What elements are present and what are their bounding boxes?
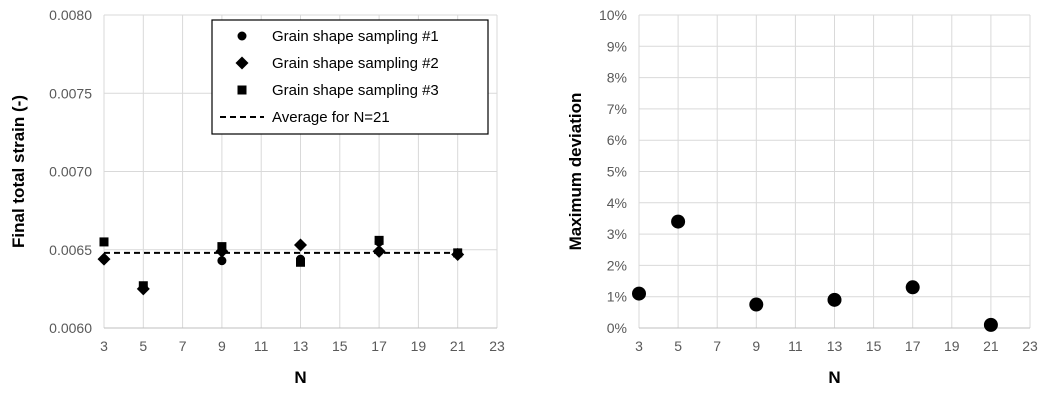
legend-box — [211, 19, 489, 135]
legend-entry: Grain shape sampling #2 — [272, 55, 439, 72]
x-tick-label: 19 — [411, 338, 427, 354]
x-tick-label: 15 — [332, 338, 348, 354]
y-tick-label: 0% — [607, 320, 627, 336]
y-tick-label: 1% — [607, 289, 627, 305]
y-tick-label: 7% — [607, 101, 627, 117]
legend: Grain shape sampling #1 Grain shape sampl… — [211, 19, 489, 135]
x-tick-label: 7 — [179, 338, 187, 354]
x-tick-label: 9 — [752, 338, 760, 354]
x-tick-label: 13 — [827, 338, 843, 354]
y-axis-label: Maximum deviation — [566, 93, 585, 251]
y-tick-label: 10% — [599, 7, 627, 23]
y-tick-label: 6% — [607, 132, 627, 148]
data-point — [632, 286, 646, 301]
x-tick-label: 5 — [674, 338, 682, 354]
x-tick-label: 15 — [866, 338, 882, 354]
data-point — [983, 317, 998, 332]
data-point — [99, 237, 109, 247]
data-point — [138, 281, 148, 291]
data-point — [827, 292, 842, 307]
strain-chart: 3 5 7 9 11 13 15 17 19 21 23 0.0060 0.0065 0.0070 0.00… — [9, 7, 505, 387]
x-tick-label: 3 — [635, 338, 643, 354]
data-point — [749, 297, 764, 312]
x-tick-label: 9 — [218, 338, 226, 354]
x-tick-label: 21 — [450, 338, 466, 354]
x-tick-label: 11 — [788, 338, 803, 354]
y-tick-label: 0.0080 — [49, 7, 92, 23]
y-tick-label: 9% — [607, 38, 627, 54]
x-tick-label: 21 — [983, 338, 999, 354]
y-axis-label: Final total strain (-) — [9, 95, 28, 248]
x-tick-label: 11 — [254, 338, 269, 354]
y-tick-label: 0.0075 — [49, 85, 92, 101]
y-tick-label: 0.0070 — [49, 164, 92, 180]
data-point — [294, 238, 307, 252]
x-tick-label: 17 — [371, 338, 387, 354]
x-tick-label: 7 — [713, 338, 721, 354]
legend-marker — [235, 56, 249, 70]
data-point — [374, 235, 384, 245]
x-tick-label: 23 — [489, 338, 505, 354]
x-tick-label: 17 — [905, 338, 921, 354]
x-tick-label: 3 — [100, 338, 108, 354]
y-tick-label: 4% — [607, 195, 627, 211]
y-tick-label: 2% — [607, 257, 627, 273]
legend-marker — [237, 85, 247, 95]
legend-entry: Average for N=21 — [272, 109, 390, 126]
data-point — [217, 256, 227, 266]
y-tick-label: 8% — [607, 70, 627, 86]
data-point — [97, 252, 111, 266]
x-tick-label: 19 — [944, 338, 960, 354]
data-point — [905, 280, 920, 295]
legend-entry: Grain shape sampling #1 — [272, 28, 439, 45]
y-tick-label: 0.0060 — [49, 320, 92, 336]
deviation-chart: 3 5 7 9 11 13 15 17 19 21 23 0% 1% 2% 3% 4% 5% 6% 7% 8% 9% 10… — [566, 7, 1038, 387]
x-axis-label: N — [828, 368, 840, 387]
data-point — [296, 257, 305, 267]
y-tick-label: 3% — [607, 226, 627, 242]
data-point — [372, 244, 386, 258]
x-tick-label: 5 — [139, 338, 147, 354]
x-tick-label: 13 — [293, 338, 309, 354]
data-point — [217, 242, 227, 252]
data-point — [671, 214, 686, 229]
x-tick-label: 23 — [1022, 338, 1038, 354]
x-axis-label: N — [294, 368, 306, 387]
y-tick-label: 0.0065 — [49, 242, 92, 258]
legend-entry: Grain shape sampling #3 — [272, 82, 439, 99]
legend-marker — [237, 31, 247, 41]
y-tick-label: 5% — [607, 164, 627, 180]
